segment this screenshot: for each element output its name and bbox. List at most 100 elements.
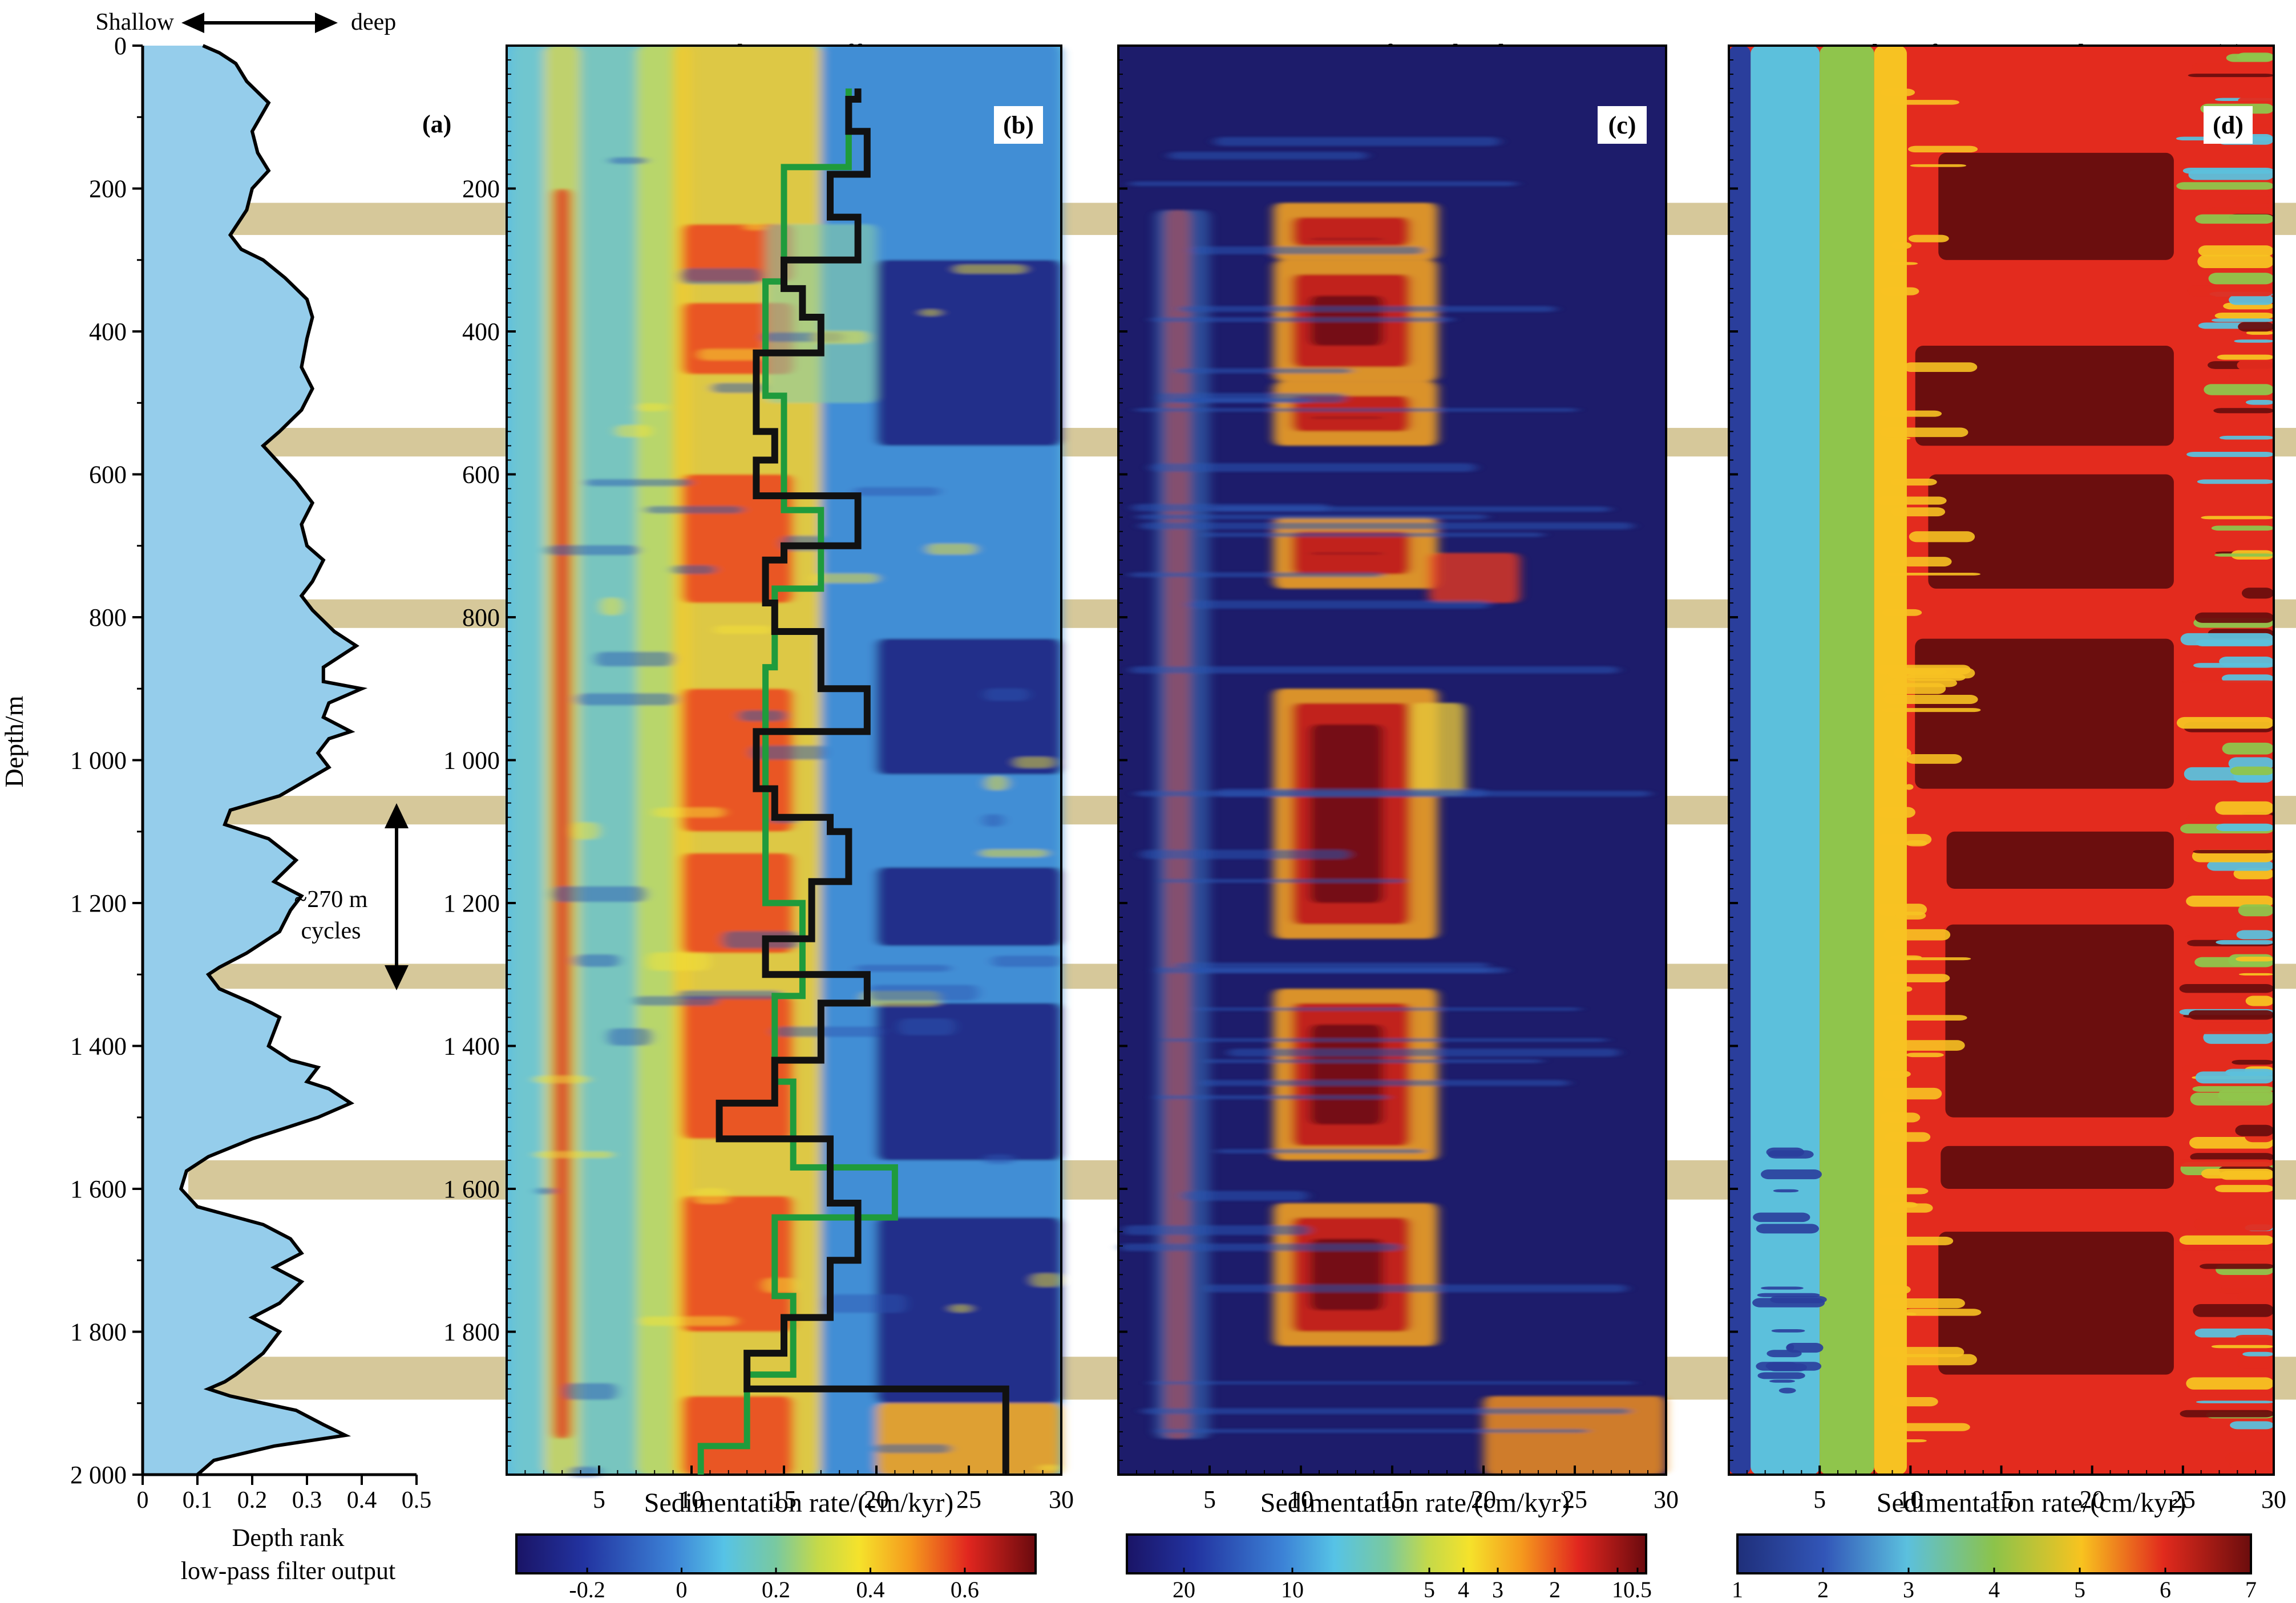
panel-a-xlabel-line2: low-pass filter output (181, 1557, 395, 1585)
panel-a-xlabel-line1: Depth rank (232, 1524, 345, 1552)
depth-rank-curve (179, 44, 368, 1476)
panel-a-ytick-label: 600 (89, 461, 127, 489)
colorbar-tick-label: 0.4 (856, 1577, 884, 1602)
panel-c-label-box (1598, 106, 1647, 144)
panel-d-label: (d) (2213, 111, 2244, 139)
panel-b-xlabel: Sedimentation rate/(cm/kyr) (644, 1488, 953, 1518)
colorbar-tick-label: 2 (1549, 1577, 1561, 1602)
colorbar-tick-label: 0 (676, 1577, 688, 1602)
colorbar-tick-label: 4 (1458, 1577, 1469, 1602)
xtick-label: 25 (2170, 1485, 2196, 1513)
xtick-label: 10 (679, 1485, 704, 1513)
xtick-label: 20 (1471, 1485, 1496, 1513)
colorbar-tick-label: 2 (1817, 1577, 1829, 1602)
panel-a-axes: 0 200 400 600 800 1 000 1 200 1 400 1 600 1 800 2 … (70, 32, 431, 1513)
panel-b-label-box (994, 106, 1043, 144)
panel-d-label-box (2204, 106, 2253, 144)
panel-c-axes: 5 10 15 20 25 30 (1118, 44, 1679, 1513)
cycle-arrow-icon (385, 803, 409, 990)
xtick-label: 15 (1380, 1485, 1405, 1513)
panel-b-ytick-label: 800 (462, 604, 500, 632)
panel-d-axes: 5 10 15 20 25 30 (1729, 44, 2286, 1513)
panel-b-ytick-label: 1 400 (443, 1033, 500, 1060)
panel-b-ytick-label: 200 (462, 175, 500, 203)
panel-d-xlabel: Sedimentation rate/(cm/kyr) (1877, 1488, 2186, 1518)
panel-c-colorbar (1126, 1533, 1647, 1574)
panel-d-colorbar-ticks: 1 2 3 4 5 6 7 (1732, 1568, 2257, 1602)
colorbar-tick-label: 6 (2160, 1577, 2171, 1602)
panel-a-ytick-label: 1 400 (70, 1033, 127, 1060)
xtick-label: 25 (1562, 1485, 1587, 1513)
xtick-label: 30 (1049, 1485, 1074, 1513)
depth-rank-area (143, 46, 362, 1475)
panel-d-parameter-count-map: Number of astronomical parameters(#) 510… (1728, 39, 2286, 1602)
colorbar-tick-label: 5 (2074, 1577, 2085, 1602)
xtick-label: 20 (864, 1485, 889, 1513)
panel-a-xtick-label: 0.5 (402, 1487, 432, 1513)
xtick-label: 15 (771, 1485, 797, 1513)
panel-c-colorbar-ticks: 20 10 5 4 3 2 1 0.5 (1173, 1568, 1652, 1602)
step-line-green (697, 88, 898, 1475)
panel-b-colorbar (515, 1533, 1037, 1574)
panel-a-ytick-label: 2 000 (70, 1461, 127, 1489)
panel-a-xtick-label: 0.4 (347, 1487, 377, 1513)
colorbar-tick-label: 0.2 (762, 1577, 790, 1602)
panel-a-xtick-label: 0 (137, 1487, 149, 1513)
colorbar-tick-label: 0.5 (1623, 1577, 1652, 1602)
colorbar-tick-label: 1 (1732, 1577, 1743, 1602)
xtick-label: 5 (593, 1485, 605, 1513)
direction-label-deep: deep (351, 9, 396, 35)
panel-a-ytick-label: 800 (89, 604, 127, 632)
panel-a-ytick-label: 1 800 (70, 1318, 127, 1346)
depth-axis-label: Depth/m (0, 695, 29, 787)
colorbar-tick-label: 7 (2245, 1577, 2257, 1602)
panel-b-ytick-label: 1 000 (443, 747, 500, 775)
panel-d-heatmap-field (1728, 44, 2275, 1476)
colorbar-tick-label: 10 (1281, 1577, 1304, 1602)
xtick-label: 30 (1654, 1485, 1679, 1513)
xtick-label: 10 (1288, 1485, 1313, 1513)
panel-d-colorbar (1736, 1533, 2252, 1574)
panel-a-ytick-label: 400 (89, 318, 127, 346)
direction-label-shallow: Shallow (95, 9, 174, 35)
panel-a-xtick-label: 0.2 (237, 1487, 268, 1513)
xtick-label: 30 (2261, 1485, 2286, 1513)
panel-b-label: (b) (1003, 111, 1034, 139)
colorbar-tick-label: 0.6 (951, 1577, 979, 1602)
direction-arrow-icon (181, 13, 338, 33)
panel-b-ytick-label: 600 (462, 461, 500, 489)
panel-b-colorbar-ticks: -0.2 0 0.2 0.4 0.6 (569, 1568, 979, 1602)
panel-c-xlabel: Sedimentation rate/(cm/kyr) (1260, 1488, 1570, 1518)
panel-c-label: (c) (1608, 111, 1636, 139)
panel-c-heatmap-field (1117, 44, 1667, 1476)
xtick-label: 5 (1203, 1485, 1216, 1513)
xtick-label: 25 (956, 1485, 981, 1513)
panel-b-axes: 200 400 600 800 1 000 1 200 1 400 1 600 1 800 5 10… (443, 44, 1074, 1513)
xtick-label: 20 (2080, 1485, 2105, 1513)
xtick-label: 5 (1813, 1485, 1826, 1513)
colorbar-tick-label: 1 (1612, 1577, 1623, 1602)
panel-a-xtick-label: 0.3 (292, 1487, 322, 1513)
colorbar-tick-label: 20 (1173, 1577, 1195, 1602)
colorbar-tick-label: 3 (1492, 1577, 1503, 1602)
xtick-label: 15 (1989, 1485, 2014, 1513)
panel-b-ytick-label: 1 800 (443, 1318, 500, 1346)
panel-b-ytick-label: 1 600 (443, 1175, 500, 1203)
step-line-black (716, 88, 1009, 1475)
colorbar-tick-label: 3 (1903, 1577, 1914, 1602)
panel-a-ytick-label: 200 (89, 175, 127, 203)
colorbar-tick-label: -0.2 (569, 1577, 605, 1602)
panel-b-ytick-label: 400 (462, 318, 500, 346)
xtick-label: 10 (1898, 1485, 1923, 1513)
panel-b-ytick-label: 1 200 (443, 889, 500, 917)
panel-a-xtick-label: 0.1 (183, 1487, 213, 1513)
panel-a-depth-rank: 0 200 400 600 800 1 000 1 200 1 400 1 600 1 800 2 … (0, 9, 451, 1585)
panel-a-ytick-label: 1 200 (70, 889, 127, 917)
cycle-annotation-text: cycles (301, 918, 361, 944)
panel-a-ytick-label: 1 600 (70, 1175, 127, 1203)
panel-a-label: (a) (422, 110, 451, 138)
colorbar-tick-label: 4 (1988, 1577, 2000, 1602)
